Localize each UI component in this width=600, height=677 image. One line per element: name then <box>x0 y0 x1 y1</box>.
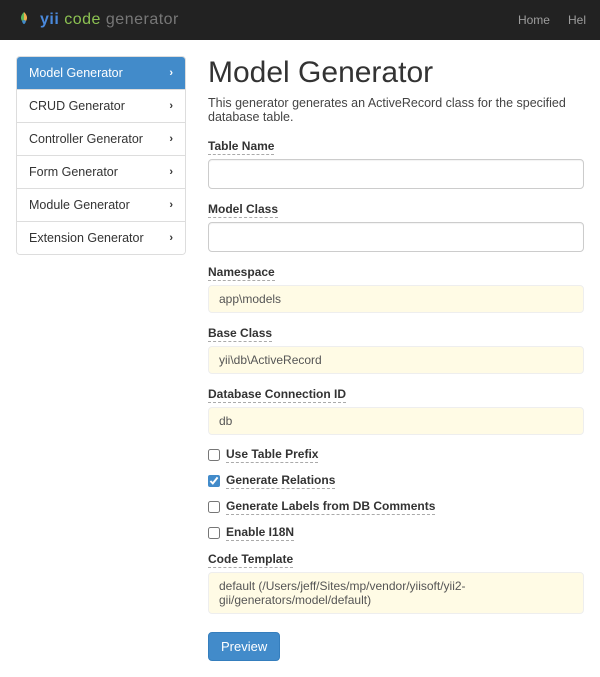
generate-labels-checkbox[interactable] <box>208 501 220 513</box>
sidebar-item-label: Module Generator <box>29 198 130 212</box>
chevron-right-icon: › <box>169 100 173 112</box>
sidebar-item-label: Controller Generator <box>29 132 143 146</box>
generate-labels-label: Generate Labels from DB Comments <box>226 499 435 515</box>
sidebar-item-label: CRUD Generator <box>29 99 125 113</box>
chevron-right-icon: › <box>169 133 173 145</box>
enable-i18n-checkbox[interactable] <box>208 527 220 539</box>
page-lead: This generator generates an ActiveRecord… <box>208 96 584 124</box>
use-table-prefix-label: Use Table Prefix <box>226 447 318 463</box>
sidebar-item-form-generator[interactable]: Form Generator › <box>17 156 185 189</box>
sidebar: Model Generator › CRUD Generator › Contr… <box>16 56 186 255</box>
nav-link-home[interactable]: Home <box>518 13 550 27</box>
use-table-prefix-checkbox[interactable] <box>208 449 220 461</box>
chevron-right-icon: › <box>169 232 173 244</box>
sidebar-item-controller-generator[interactable]: Controller Generator › <box>17 123 185 156</box>
table-name-label: Table Name <box>208 139 274 155</box>
nav-links: Home Hel <box>518 13 586 27</box>
namespace-label: Namespace <box>208 265 275 281</box>
sidebar-item-crud-generator[interactable]: CRUD Generator › <box>17 90 185 123</box>
model-class-input[interactable] <box>208 222 584 252</box>
nav-link-help[interactable]: Hel <box>568 13 586 27</box>
code-template-value[interactable]: default (/Users/jeff/Sites/mp/vendor/yii… <box>208 572 584 614</box>
sidebar-item-model-generator[interactable]: Model Generator › <box>17 57 185 90</box>
model-class-label: Model Class <box>208 202 278 218</box>
brand-text: yii code generator <box>40 11 179 29</box>
sidebar-item-module-generator[interactable]: Module Generator › <box>17 189 185 222</box>
base-class-label: Base Class <box>208 326 272 342</box>
code-template-label: Code Template <box>208 552 293 568</box>
enable-i18n-label: Enable I18N <box>226 525 294 541</box>
generate-relations-checkbox[interactable] <box>208 475 220 487</box>
chevron-right-icon: › <box>169 166 173 178</box>
namespace-value[interactable]: app\models <box>208 285 584 313</box>
yii-logo-icon <box>14 10 34 30</box>
main-content: Model Generator This generator generates… <box>208 56 584 661</box>
sidebar-item-label: Model Generator <box>29 66 123 80</box>
chevron-right-icon: › <box>169 67 173 79</box>
sidebar-item-label: Form Generator <box>29 165 118 179</box>
chevron-right-icon: › <box>169 199 173 211</box>
table-name-input[interactable] <box>208 159 584 189</box>
brand: yii code generator <box>14 10 179 30</box>
page-title: Model Generator <box>208 56 584 90</box>
db-connection-value[interactable]: db <box>208 407 584 435</box>
db-connection-label: Database Connection ID <box>208 387 346 403</box>
sidebar-item-label: Extension Generator <box>29 231 144 245</box>
base-class-value[interactable]: yii\db\ActiveRecord <box>208 346 584 374</box>
sidebar-item-extension-generator[interactable]: Extension Generator › <box>17 222 185 254</box>
generate-relations-label: Generate Relations <box>226 473 335 489</box>
preview-button[interactable]: Preview <box>208 632 280 661</box>
navbar: yii code generator Home Hel <box>0 0 600 40</box>
